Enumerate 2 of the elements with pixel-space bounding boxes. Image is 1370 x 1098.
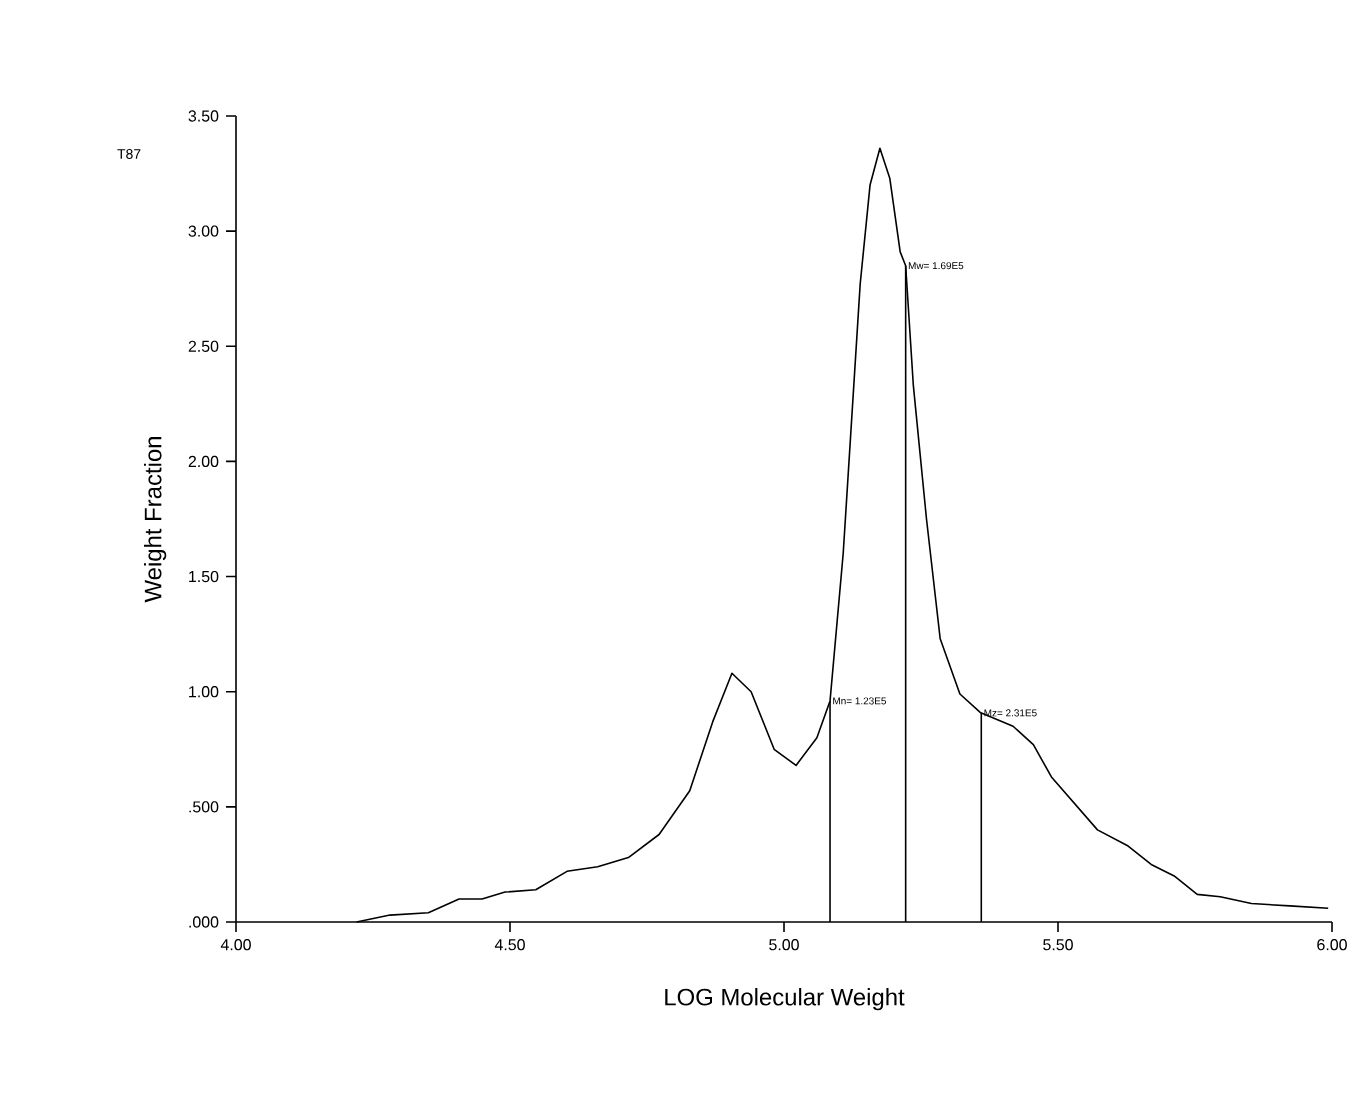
y-axis-title: Weight Fraction: [143, 437, 167, 603]
x-axis-title: LOG Molecular Weight: [665, 988, 905, 1011]
